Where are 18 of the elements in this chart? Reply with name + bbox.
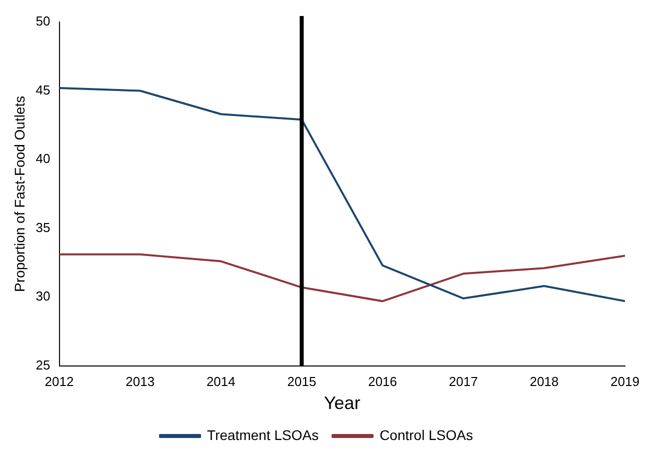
y-tick-label: 45 <box>36 82 50 98</box>
x-tick-label: 2017 <box>448 374 478 390</box>
x-tick-label: 2012 <box>44 374 74 390</box>
y-tick-label: 25 <box>36 357 50 372</box>
y-tick-label: 50 <box>36 14 50 29</box>
x-tick-label: 2018 <box>530 374 559 390</box>
x-tick-label: 2019 <box>610 374 640 390</box>
x-tick-label: 2016 <box>368 374 397 390</box>
x-tick-label: 2014 <box>206 374 236 390</box>
y-axis-title: Proportion of Fast-Food Outlets <box>11 96 28 292</box>
x-axis-title: Year <box>324 393 360 414</box>
y-tick-label: 40 <box>36 151 50 166</box>
x-tick-label: 2013 <box>126 374 155 390</box>
legend-label: Treatment LSOAs <box>207 426 319 443</box>
y-tick-label: 35 <box>36 220 50 235</box>
x-tick-label: 2015 <box>287 374 316 390</box>
legend-label: Control LSOAs <box>380 426 473 443</box>
y-tick-label: 30 <box>36 288 50 304</box>
